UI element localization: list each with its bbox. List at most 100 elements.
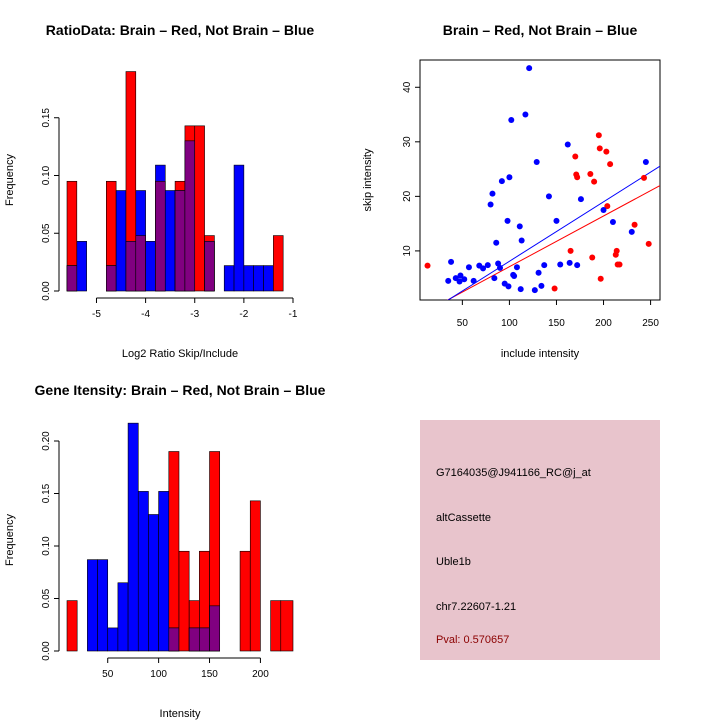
point-brain xyxy=(591,178,598,185)
fit-line-not-brain xyxy=(447,165,660,300)
point-not-brain xyxy=(498,178,505,185)
point-not-brain xyxy=(628,228,635,235)
point-not-brain xyxy=(456,278,463,285)
point-not-brain xyxy=(535,269,542,276)
intensity-bar-brain xyxy=(249,500,261,652)
point-brain xyxy=(587,171,594,177)
scatter-y-tick-label: 20 xyxy=(402,190,413,202)
point-brain xyxy=(641,174,647,181)
ratio-bar-overlap xyxy=(66,265,78,292)
point-not-brain xyxy=(518,237,525,244)
ratio-x-tick-label: -1 xyxy=(289,309,298,320)
ratio-x-tick-label: -2 xyxy=(239,309,248,320)
intensity-scatter-panel: Brain – Red, Not Brain – Blue include in… xyxy=(362,22,661,360)
scatter-x-tick-label: 250 xyxy=(642,318,659,329)
intensity-bar-overlap xyxy=(209,605,221,652)
scatter-x-tick-label: 200 xyxy=(595,318,612,329)
point-not-brain xyxy=(566,259,573,266)
point-not-brain xyxy=(577,196,584,203)
ratio-bar-not-brain xyxy=(233,164,245,292)
scatter-x-tick-label: 150 xyxy=(548,318,565,329)
ratio-bar-not-brain xyxy=(263,265,274,292)
intensity-bar-not-brain xyxy=(148,514,159,652)
ratio-x-tick-label: -5 xyxy=(92,309,101,320)
point-not-brain xyxy=(526,65,533,72)
ratio-bar-not-brain xyxy=(115,190,127,292)
ratio-histogram-bars xyxy=(66,71,284,292)
scatter-ylabel: skip intensity xyxy=(362,148,374,211)
ratio-histogram-title: RatioData: Brain – Red, Not Brain – Blue xyxy=(46,22,315,38)
intensity-x-tick-label: 100 xyxy=(150,669,167,680)
point-brain xyxy=(616,261,623,268)
scatter-xlabel: include intensity xyxy=(501,348,580,360)
point-not-brain xyxy=(642,159,649,165)
point-not-brain xyxy=(533,159,540,165)
ratio-bar-not-brain xyxy=(243,265,254,292)
intensity-bar-brain xyxy=(168,451,180,652)
point-not-brain xyxy=(517,286,524,293)
ratio-bar-not-brain xyxy=(253,265,264,292)
ratio-y-tick-label: 0.15 xyxy=(41,108,52,128)
ratio-histogram-axes: -5 -4 -3 -2 -1 0.00 0.05 0.10 0.15 xyxy=(41,108,298,320)
point-not-brain xyxy=(493,239,500,246)
intensity-histogram-ylabel: Frequency xyxy=(4,514,16,566)
ratio-bar-overlap xyxy=(135,235,146,292)
point-not-brain xyxy=(487,201,494,208)
point-brain xyxy=(631,221,638,228)
point-not-brain xyxy=(516,223,523,230)
ratio-bar-overlap xyxy=(125,241,137,292)
intensity-bar-not-brain xyxy=(137,491,149,652)
intensity-y-tick-label: 0.20 xyxy=(41,431,52,451)
ratio-histogram-xlabel: Log2 Ratio Skip/Include xyxy=(122,348,238,360)
ratio-bar-brain xyxy=(273,235,284,292)
point-not-brain xyxy=(553,217,560,224)
intensity-bar-overlap xyxy=(199,627,210,652)
intensity-y-tick-label: 0.00 xyxy=(41,641,52,661)
point-not-brain xyxy=(445,277,452,284)
point-not-brain xyxy=(489,190,496,197)
point-not-brain xyxy=(470,277,477,284)
point-not-brain xyxy=(538,282,545,289)
point-not-brain xyxy=(491,275,498,282)
event-type-text: altCassette xyxy=(436,512,491,524)
point-not-brain xyxy=(545,193,552,200)
scatter-y-tick-label: 40 xyxy=(402,81,413,93)
scatter-title: Brain – Red, Not Brain – Blue xyxy=(443,22,638,38)
point-not-brain xyxy=(506,174,513,181)
info-panel: G7164035@J941166_RC@j_at altCassette Ubl… xyxy=(420,420,660,660)
point-not-brain xyxy=(448,258,455,265)
point-not-brain xyxy=(531,287,538,294)
point-brain xyxy=(589,254,596,261)
point-brain xyxy=(645,240,652,247)
probe-id-text: G7164035@J941166_RC@j_at xyxy=(436,467,591,479)
intensity-bar-not-brain xyxy=(158,491,170,652)
intensity-histogram-xlabel: Intensity xyxy=(160,708,201,720)
scatter-y-tick-label: 10 xyxy=(402,245,413,257)
ratio-bar-overlap xyxy=(184,140,196,292)
ratio-bar-not-brain xyxy=(223,265,235,292)
intensity-bar-brain xyxy=(178,550,190,652)
ratio-x-tick-label: -3 xyxy=(190,309,199,320)
ratio-bar-overlap xyxy=(204,241,215,292)
point-not-brain xyxy=(465,264,472,271)
point-not-brain xyxy=(541,262,548,269)
point-not-brain xyxy=(504,217,511,224)
point-brain xyxy=(574,174,581,181)
intensity-bar-overlap xyxy=(188,627,200,652)
point-not-brain xyxy=(511,273,518,279)
point-brain xyxy=(572,153,579,160)
ratio-bar-not-brain xyxy=(164,190,176,292)
point-brain xyxy=(596,145,603,152)
scatter-plot-box xyxy=(419,59,661,301)
location-text: chr7.22607-1.21 xyxy=(436,601,516,613)
scatter-y-tick-label: 30 xyxy=(402,136,413,148)
point-brain xyxy=(604,203,611,210)
ratio-y-tick-label: 0.00 xyxy=(41,281,52,301)
point-not-brain xyxy=(564,141,571,148)
intensity-histogram-axes: 50 100 150 200 0.00 0.05 0.10 0.15 0.20 xyxy=(41,431,269,680)
point-brain xyxy=(551,285,558,292)
scatter-points xyxy=(424,65,652,294)
intensity-bar-not-brain xyxy=(127,422,139,652)
ratio-bar-not-brain xyxy=(76,241,87,292)
